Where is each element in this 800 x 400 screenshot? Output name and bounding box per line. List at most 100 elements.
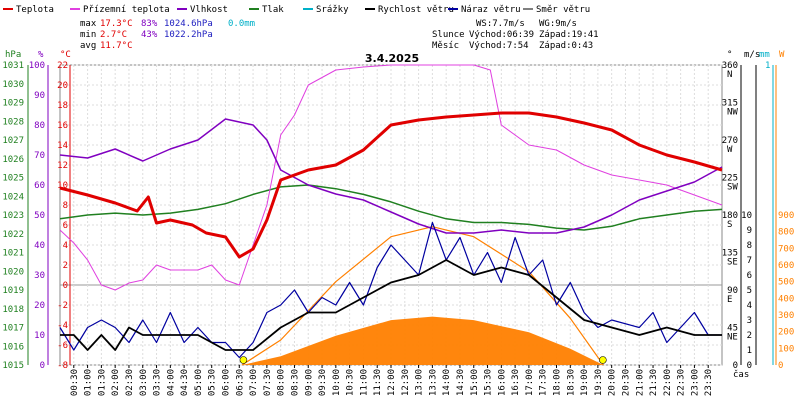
max-temp: 17.3°C: [100, 19, 133, 29]
legend-label: Přízemní teplota: [83, 5, 170, 15]
moonset: Západ:0:43: [539, 41, 593, 51]
max-hum: 83%: [141, 19, 158, 29]
direction-tick: 135: [722, 249, 738, 259]
hpa-tick: 1026: [2, 155, 24, 165]
x-tick-label: 10:00: [332, 369, 342, 396]
percent-tick: 10: [34, 331, 45, 341]
solar-tick: 800: [778, 228, 794, 238]
avg-temp: 11.7°C: [100, 41, 133, 51]
percent-tick: 60: [34, 181, 45, 191]
direction-label: N: [727, 70, 732, 80]
solar-tick: 0: [778, 361, 783, 371]
wg-value: WG:9m/s: [539, 19, 577, 29]
x-tick-label: 03:00: [139, 369, 149, 396]
x-tick-label: 04:30: [180, 369, 190, 396]
legend-label: Tlak: [262, 5, 284, 15]
legend-label: Směr větru: [536, 5, 590, 15]
sun-label: Slunce: [432, 30, 465, 40]
wind-tick: 7: [747, 256, 752, 266]
percent-tick: 20: [34, 301, 45, 311]
legend-label: Náraz větru: [461, 5, 521, 15]
percent-tick: 0: [40, 361, 45, 371]
x-tick-label: 20:30: [621, 369, 631, 396]
percent-tick: 40: [34, 241, 45, 251]
celsius-tick: 4: [63, 241, 68, 251]
x-tick-label: 16:30: [511, 369, 521, 396]
ws-value: WS:7.7m/s: [476, 19, 525, 29]
percent-tick: 90: [34, 91, 45, 101]
wind-tick: 2: [747, 331, 752, 341]
wind-tick: 0: [747, 361, 752, 371]
hpa-tick: 1018: [2, 305, 24, 315]
percent-tick: 50: [34, 211, 45, 221]
celsius-tick: 6: [63, 221, 68, 231]
max-press: 1024.6hPa: [164, 19, 213, 29]
wind-tick: 4: [747, 301, 752, 311]
series-layer: [59, 64, 723, 366]
x-tick-label: 19:00: [580, 369, 590, 396]
legend-label: Vlhkost: [190, 5, 228, 15]
x-tick-label: 20:00: [608, 369, 618, 396]
hpa-tick: 1022: [2, 230, 24, 240]
grid: [59, 64, 723, 366]
solar-tick: 700: [778, 244, 794, 254]
direction-axis-label: °: [727, 50, 732, 60]
solar-tick: 900: [778, 211, 794, 221]
hpa-tick: 1015: [2, 361, 24, 371]
x-tick-label: 07:00: [249, 369, 259, 396]
stats-panel: max 17.3°C 83% 1024.6hPa 0.0mm min 2.7°C…: [80, 19, 599, 51]
solar-area: [242, 316, 604, 365]
min-hum: 43%: [141, 30, 158, 40]
direction-tick: 360: [722, 61, 738, 71]
x-tick-label: 14:30: [456, 369, 466, 396]
celsius-tick: -2: [57, 301, 68, 311]
percent-tick: 80: [34, 121, 45, 131]
x-axis-label: čas: [733, 369, 749, 380]
x-tick-label: 08:30: [290, 369, 300, 396]
percent-tick: 30: [34, 271, 45, 281]
wind-axis-label: m/s: [744, 50, 760, 60]
x-tick-label: 19:30: [594, 369, 604, 396]
hpa-tick: 1027: [2, 136, 24, 146]
celsius-tick: 8: [63, 201, 68, 211]
x-tick-label: 22:00: [663, 369, 673, 396]
x-tick-label: 22:30: [677, 369, 687, 396]
moon-label: Měsíc: [432, 41, 459, 51]
x-tick-label: 18:30: [566, 369, 576, 396]
hpa-tick: 1019: [2, 286, 24, 296]
min-press: 1022.2hPa: [164, 30, 213, 40]
max-label: max: [80, 19, 97, 29]
direction-label: S: [727, 220, 732, 230]
hpa-tick: 1028: [2, 117, 24, 127]
percent-tick: 100: [29, 61, 45, 71]
x-tick-label: 12:00: [387, 369, 397, 396]
solar-tick: 600: [778, 261, 794, 271]
solar-curve: [241, 226, 604, 366]
chart-title: 3.4.2025: [365, 52, 419, 65]
x-tick-label: 09:30: [318, 369, 328, 396]
avg-label: avg: [80, 41, 96, 51]
x-tick-label: 11:30: [373, 369, 383, 396]
hpa-tick: 1025: [2, 174, 24, 184]
x-tick-label: 23:00: [690, 369, 700, 396]
x-tick-label: 16:00: [497, 369, 507, 396]
celsius-tick: 14: [57, 141, 68, 151]
x-tick-label: 13:30: [428, 369, 438, 396]
x-tick-label: 02:30: [125, 369, 135, 396]
legend-label: Rychlost větru: [378, 5, 454, 15]
x-tick-label: 01:30: [97, 369, 107, 396]
sunrise: Východ:06:39: [469, 30, 534, 40]
x-tick-label: 23:30: [704, 369, 714, 396]
percent-axis-label: %: [38, 50, 44, 60]
x-tick-label: 00:30: [70, 369, 80, 396]
moonrise: Východ:7:54: [469, 41, 529, 51]
direction-label: W: [727, 145, 733, 155]
direction-tick: 270: [722, 136, 738, 146]
direction-tick: 90: [727, 286, 738, 296]
legend-label: Teplota: [16, 5, 54, 15]
celsius-tick: 2: [63, 261, 68, 271]
x-tick-label: 18:00: [553, 369, 563, 396]
celsius-tick: 12: [57, 161, 68, 171]
series-line-pressure: [59, 184, 723, 231]
